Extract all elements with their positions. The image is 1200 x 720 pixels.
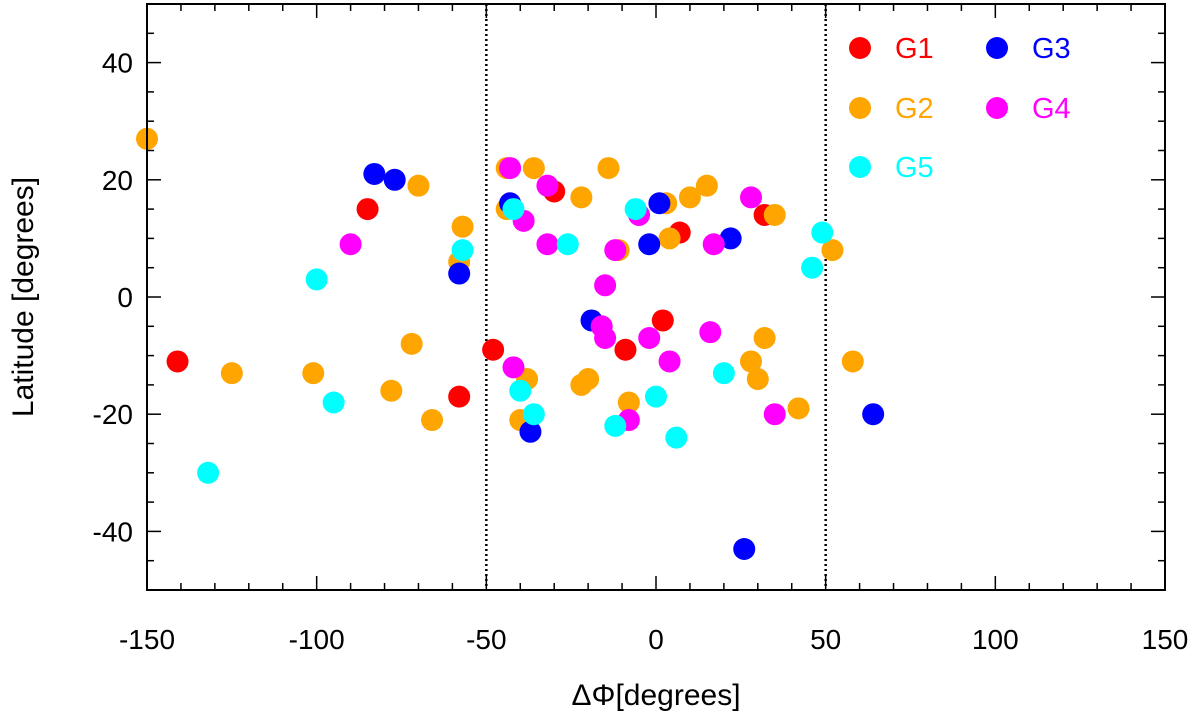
point-g2 (740, 350, 763, 373)
x-tick-label: -100 (289, 624, 345, 655)
point-g1 (482, 338, 505, 361)
point-g2 (302, 362, 325, 385)
reference-lines (485, 4, 827, 590)
legend-label-g3: G3 (1032, 33, 1071, 65)
point-g5 (811, 221, 834, 244)
legend-marker-g2 (849, 97, 871, 119)
point-g1 (166, 350, 189, 373)
point-g5 (197, 461, 220, 484)
point-g2 (658, 227, 681, 250)
y-tick-label: 0 (117, 282, 133, 313)
point-g5 (522, 403, 545, 426)
legend-marker-g4 (986, 97, 1008, 119)
point-g5 (712, 362, 735, 385)
plot-frame (146, 3, 1166, 591)
point-g4 (702, 233, 725, 256)
point-g5 (451, 239, 474, 262)
x-axis-title: ΔΦ[degrees] (571, 679, 740, 712)
point-g5 (556, 233, 579, 256)
point-g2 (695, 174, 718, 197)
point-g3 (383, 168, 406, 191)
point-g2 (787, 397, 810, 420)
point-g5 (509, 379, 532, 402)
x-tick-label: 50 (810, 624, 841, 655)
point-g2 (753, 327, 776, 350)
legend-marker-g3 (986, 37, 1008, 59)
point-g5 (645, 385, 667, 408)
point-g5 (305, 268, 328, 291)
point-g2 (451, 215, 474, 238)
point-g4 (740, 186, 763, 209)
point-g1 (356, 198, 379, 221)
point-g5 (604, 414, 627, 437)
point-g2 (220, 362, 243, 385)
x-tick-labels: -150 -100 -50 0 50 100 150 (119, 624, 1188, 655)
y-tick-label: -20 (93, 399, 133, 430)
point-g2 (522, 157, 545, 180)
point-g4 (699, 321, 722, 344)
point-g3 (719, 227, 742, 250)
point-g3 (733, 537, 756, 560)
point-g2 (407, 174, 430, 197)
point-g4 (536, 233, 559, 256)
point-g1 (651, 309, 674, 332)
point-g3 (638, 233, 661, 256)
y-tick-label: 20 (102, 165, 133, 196)
axis-ticks (146, 3, 1166, 591)
point-g4 (502, 356, 525, 379)
point-g2 (841, 350, 864, 373)
point-g2 (763, 203, 786, 226)
data-points (136, 127, 885, 560)
point-g2 (421, 409, 444, 432)
legend: G1 G2 G5 G3 G4 (849, 33, 1071, 184)
point-g5 (665, 426, 688, 449)
point-g2 (617, 391, 640, 414)
point-g5 (502, 198, 525, 221)
point-g2 (746, 368, 769, 391)
point-g4 (638, 327, 661, 350)
legend-label-g2: G2 (895, 93, 934, 125)
point-g2 (400, 332, 423, 355)
x-tick-label: -150 (119, 624, 175, 655)
legend-marker-g5 (849, 156, 871, 178)
point-g5 (322, 391, 345, 414)
point-g3 (862, 403, 885, 426)
y-tick-label: -40 (93, 516, 133, 547)
point-g2 (678, 186, 701, 209)
point-g2 (380, 379, 403, 402)
point-g3 (648, 192, 671, 215)
point-g2 (570, 186, 593, 209)
point-g1 (614, 338, 637, 361)
point-g4 (763, 403, 786, 426)
legend-label-g4: G4 (1032, 93, 1071, 125)
x-tick-label: -50 (466, 624, 506, 655)
point-g5 (801, 256, 824, 279)
point-g4 (536, 174, 559, 197)
x-tick-label: 0 (648, 624, 664, 655)
y-axis-title: Latitude [degrees] (7, 177, 40, 417)
point-g4 (594, 327, 617, 350)
point-g3 (519, 420, 542, 443)
legend-marker-g1 (849, 37, 871, 59)
x-tick-label: 150 (1142, 624, 1189, 655)
point-g4 (499, 157, 522, 180)
x-tick-label: 100 (972, 624, 1019, 655)
point-g5 (624, 198, 647, 221)
point-g4 (658, 350, 681, 373)
point-g4 (339, 233, 362, 256)
point-g4 (594, 274, 617, 297)
point-g1 (448, 385, 471, 408)
y-tick-label: 40 (102, 48, 133, 79)
point-g3 (448, 262, 471, 285)
legend-label-g5: G5 (895, 152, 934, 184)
point-g2 (821, 239, 844, 262)
point-g3 (363, 162, 386, 185)
point-g4 (604, 239, 627, 262)
point-g2 (597, 157, 620, 180)
legend-label-g1: G1 (895, 33, 934, 65)
point-g2 (577, 368, 600, 391)
y-tick-labels: -40 -20 0 20 40 (93, 48, 133, 548)
